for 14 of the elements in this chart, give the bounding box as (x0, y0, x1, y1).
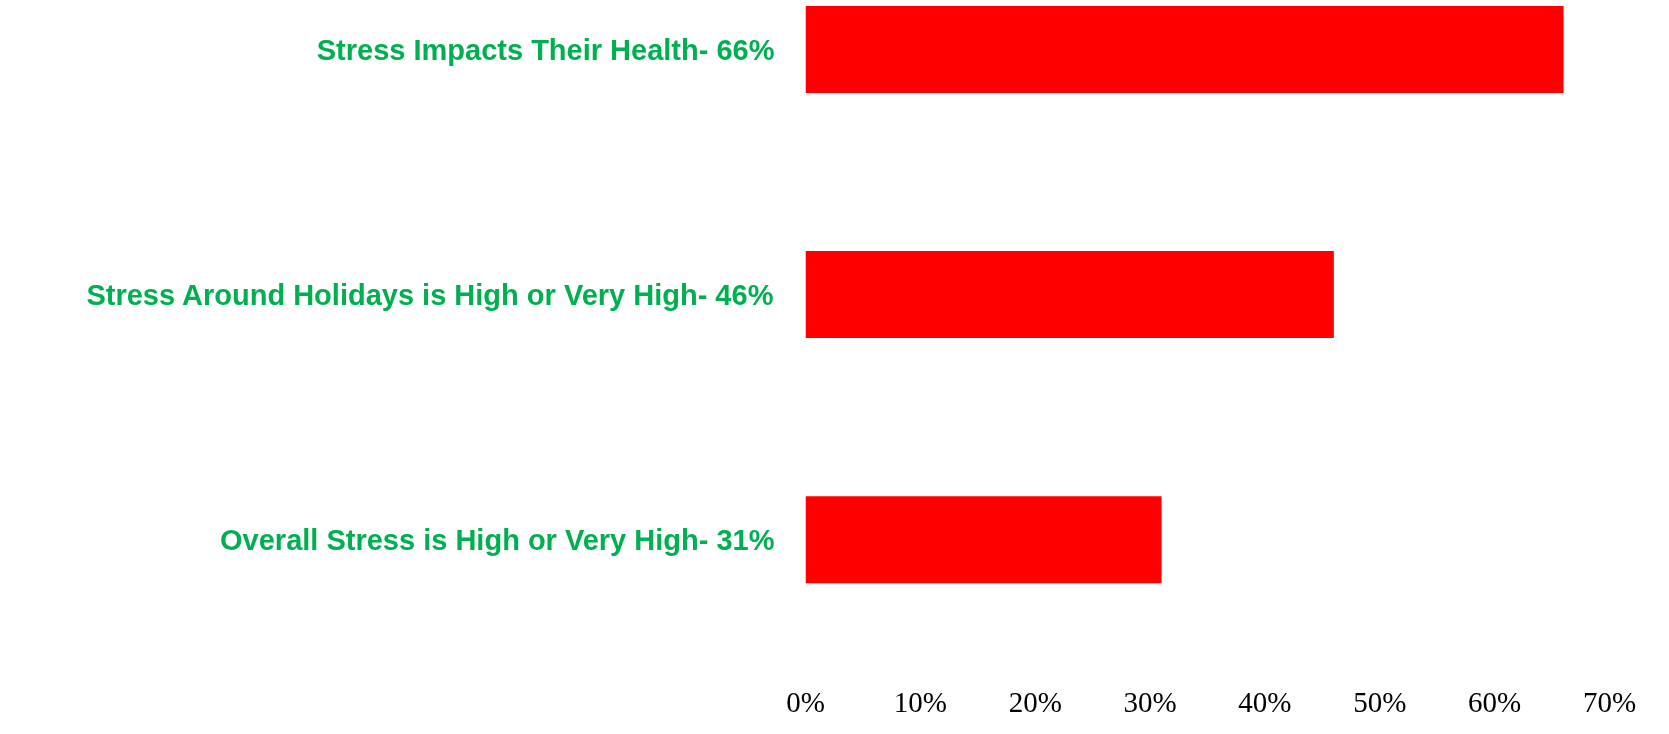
y-tick-label: Stress Impacts Their Health- 66% (316, 33, 775, 66)
bar (805, 251, 1334, 339)
x-tick-label: 60% (1468, 685, 1522, 718)
x-tick-label: 30% (1123, 685, 1177, 718)
bar (805, 496, 1162, 584)
y-tick-label: Overall Stress is High or Very High- 31% (220, 523, 775, 556)
bar (805, 6, 1564, 94)
x-tick-label: 20% (1008, 685, 1062, 718)
x-tick-label: 50% (1353, 685, 1407, 718)
x-tick-label: 70% (1582, 685, 1637, 718)
y-tick-label: Stress Around Holidays is High or Very High- 46% (86, 278, 774, 311)
x-tick-label: 40% (1238, 685, 1292, 718)
x-tick-label: 10% (893, 685, 947, 718)
x-tick-label: 0% (786, 685, 825, 718)
